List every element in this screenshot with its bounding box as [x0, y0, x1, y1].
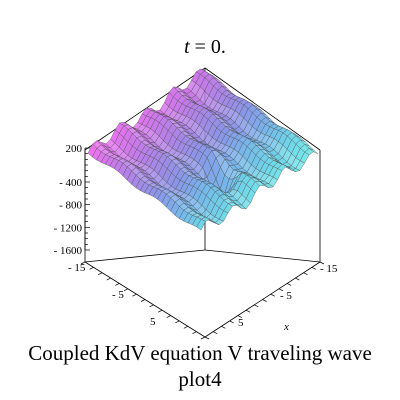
- z-tick-label: - 400: [59, 177, 82, 189]
- y-tick: [115, 283, 120, 286]
- surface-mesh: [87, 68, 319, 231]
- y-tick: [192, 331, 197, 334]
- x-tick: [278, 288, 284, 292]
- y-tick: [123, 288, 129, 292]
- plot-title: t = 0.: [184, 36, 226, 58]
- y-tick: [157, 309, 163, 313]
- y-tick: [140, 299, 146, 302]
- z-tick-label: - 1200: [54, 222, 83, 234]
- title-rest: = 0.: [190, 36, 226, 58]
- x-tick: [254, 304, 259, 308]
- x-tick: [229, 320, 234, 324]
- x-tick: [262, 299, 267, 302]
- z-tick-label: 200: [66, 143, 83, 155]
- x-tick: [303, 272, 308, 276]
- x-tick: [311, 267, 316, 270]
- y-tick-label: 5: [150, 316, 156, 328]
- z-tick-label: - 800: [59, 200, 82, 212]
- y-tick: [89, 267, 94, 270]
- y-axis: - 15 - 5 5: [68, 261, 206, 340]
- z-tick-label: - 1600: [54, 245, 83, 257]
- caption-line-2: plot4: [178, 367, 222, 391]
- y-tick-label: - 15: [68, 262, 86, 274]
- title-variable: t: [184, 36, 190, 58]
- caption-line-1: Coupled KdV equation V traveling wave: [28, 341, 372, 365]
- figure-caption: Coupled KdV equation V traveling wave pl…: [0, 340, 400, 392]
- surface-plot: t = 0. 200 - 400 - 800 - 1200 - 1600 - 15 - 5…: [54, 36, 338, 340]
- x-tick: [270, 293, 275, 297]
- x-axis: - 15 - 5 5: [204, 261, 338, 340]
- y-tick: [80, 261, 86, 265]
- x-tick: [221, 325, 226, 329]
- x-axis-label: x: [283, 321, 289, 333]
- y-tick: [149, 304, 154, 308]
- x-tick: [286, 283, 292, 286]
- x-tick-label: 5: [238, 317, 244, 329]
- y-tick: [200, 336, 206, 340]
- x-tick-label: - 5: [280, 290, 292, 302]
- x-tick: [237, 315, 243, 318]
- y-tick: [132, 293, 137, 297]
- y-tick: [97, 272, 103, 276]
- x-tick: [295, 277, 300, 281]
- x-tick: [319, 261, 325, 265]
- x-tick: [245, 309, 251, 313]
- y-tick: [183, 325, 189, 329]
- x-tick-label: - 15: [320, 263, 338, 275]
- y-tick: [175, 320, 180, 324]
- y-tick: [166, 315, 171, 318]
- z-axis: 200 - 400 - 800 - 1200 - 1600: [54, 143, 90, 257]
- x-tick: [213, 331, 218, 334]
- x-tick: [204, 336, 210, 340]
- surface-cell: [196, 218, 206, 231]
- y-tick: [106, 277, 111, 281]
- y-tick-label: - 5: [112, 289, 124, 301]
